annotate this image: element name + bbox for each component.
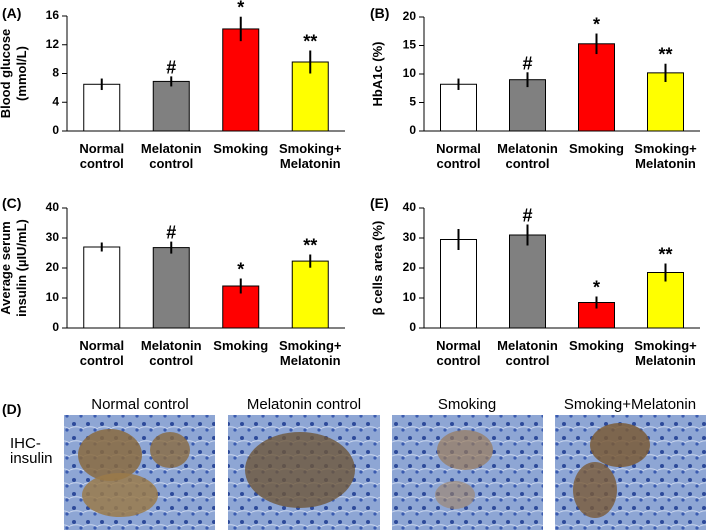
y-tick-label: 0 (52, 320, 59, 334)
islet (590, 423, 650, 467)
y-axis-label: Average seruminsulin (µIU/mL) (0, 219, 29, 317)
x-tick-label: Smoking+ Melatonin (634, 141, 697, 171)
annotation: * (237, 0, 244, 18)
row-label: IHC-insulin (10, 435, 53, 467)
x-tick-label: Smoking (569, 338, 624, 353)
bar (83, 83, 121, 132)
y-tick-label: 30 (46, 230, 60, 244)
column-title: Melatonin control (247, 396, 361, 413)
panel-label: (A) (2, 5, 21, 21)
y-tick-label: 0 (52, 123, 59, 137)
x-tick-label: Melatonin control (497, 338, 558, 368)
y-tick-label: 30 (403, 230, 417, 244)
islet (245, 432, 355, 508)
islet (435, 481, 475, 509)
y-tick-label: 12 (46, 37, 60, 51)
annotation: # (166, 57, 176, 77)
bar (83, 246, 121, 329)
y-tick-label: 20 (403, 260, 417, 274)
annotation: * (593, 278, 600, 298)
annotation: # (522, 206, 532, 226)
x-tick-label: Smoking+ Melatonin (279, 141, 342, 171)
y-tick-label: 20 (403, 9, 417, 23)
x-tick-label: Smoking+ Melatonin (279, 338, 342, 368)
y-axis-label: HbA1c (%) (370, 41, 385, 106)
column-title: Smoking+Melatonin (564, 396, 696, 413)
bar (440, 83, 477, 132)
annotation: ** (303, 32, 317, 52)
x-tick-label: Normal control (79, 338, 124, 368)
y-tick-label: 5 (409, 95, 416, 109)
y-tick-label: 10 (46, 290, 60, 304)
annotation: ** (658, 245, 672, 265)
y-tick-label: 8 (52, 66, 59, 80)
annotation: * (237, 260, 244, 280)
x-tick-label: Smoking+ Melatonin (634, 338, 697, 368)
x-tick-label: Melatonin control (141, 338, 202, 368)
bar (647, 272, 684, 329)
islet (437, 430, 493, 470)
y-tick-label: 16 (46, 8, 60, 22)
bar (647, 72, 684, 132)
bar (509, 234, 546, 329)
y-tick-label: 10 (403, 290, 417, 304)
annotation: # (166, 223, 176, 243)
bar (152, 80, 190, 132)
y-tick-label: 40 (403, 200, 417, 214)
y-tick-label: 0 (409, 320, 416, 334)
x-tick-label: Smoking (213, 338, 268, 353)
annotation: * (593, 15, 600, 35)
y-axis-label: β cells area (%) (370, 221, 385, 316)
y-tick-label: 4 (52, 94, 59, 108)
column-title: Smoking (438, 396, 496, 413)
bar (291, 260, 329, 329)
panel-label: (B) (370, 5, 389, 21)
x-tick-label: Smoking (213, 141, 268, 156)
bar (440, 239, 477, 329)
x-tick-label: Normal control (436, 338, 481, 368)
column-title: Normal control (91, 396, 189, 413)
bar (578, 43, 615, 132)
y-axis-label: Blood glucose(mmol/L) (0, 29, 29, 119)
panel-label: (C) (2, 195, 21, 211)
bar (509, 79, 546, 132)
annotation: # (522, 53, 532, 73)
x-tick-label: Normal control (436, 141, 481, 171)
y-tick-label: 0 (409, 123, 416, 137)
x-tick-label: Melatonin control (141, 141, 202, 171)
bar (222, 28, 260, 132)
y-tick-label: 40 (46, 200, 60, 214)
islet (150, 432, 190, 468)
x-tick-label: Melatonin control (497, 141, 558, 171)
islet (82, 473, 158, 517)
islet (573, 462, 617, 518)
panel-label: (E) (370, 195, 389, 211)
y-tick-label: 10 (403, 66, 417, 80)
bar (152, 247, 190, 329)
y-tick-label: 20 (46, 260, 60, 274)
x-tick-label: Smoking (569, 141, 624, 156)
micrographs (64, 415, 706, 530)
annotation: ** (658, 45, 672, 65)
panel-label: (D) (2, 401, 21, 417)
x-tick-label: Normal control (79, 141, 124, 171)
annotation: ** (303, 236, 317, 256)
islet (78, 429, 142, 481)
y-tick-label: 15 (403, 38, 417, 52)
